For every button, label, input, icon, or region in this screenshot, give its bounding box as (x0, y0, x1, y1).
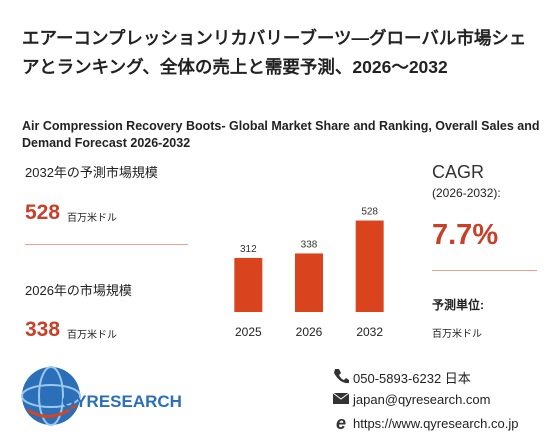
url: https://www.qyresearch.co.jp (353, 416, 519, 431)
divider (25, 244, 188, 245)
bar (355, 220, 384, 312)
subtitle: Air Compression Recovery Boots- Global M… (22, 119, 540, 150)
phone: 050-5893-6232 日本 (353, 371, 471, 386)
svg-text:e: e (336, 413, 346, 431)
title: エアーコンプレッションリカバリーブーツ—グローバル市場シェアとランキング、全体の… (22, 28, 527, 77)
bar (295, 253, 323, 312)
stat-unit: 百万米ドル (67, 330, 117, 341)
value-label: 528 (361, 207, 378, 218)
unit-label: 予測単位: (432, 298, 484, 312)
cagr-label: CAGR (432, 162, 485, 182)
email: japan@qyresearch.com (353, 392, 491, 407)
contact-icons: e (332, 369, 350, 431)
value-label: 338 (301, 239, 318, 250)
stat-label: 2032年の予測市場規模 (25, 165, 158, 180)
x-tick-label: 2025 (235, 325, 262, 339)
cagr-period: (2026-2032): (432, 186, 501, 200)
stat-unit: 百万米ドル (67, 213, 117, 224)
logo-globe (21, 366, 81, 426)
cagr-value: 7.7% (432, 219, 499, 251)
x-tick-label: 2026 (296, 325, 323, 339)
stat-value: 338 (25, 318, 61, 341)
logo-text: QYRESEARCH (62, 392, 182, 411)
stat-value: 528 (25, 201, 61, 224)
bar (234, 257, 263, 312)
stat-label: 2026年の市場規模 (25, 283, 132, 298)
unit: 百万米ドル (432, 329, 482, 340)
value-label: 312 (240, 244, 257, 255)
x-tick-label: 2032 (356, 325, 383, 339)
divider (432, 270, 537, 271)
